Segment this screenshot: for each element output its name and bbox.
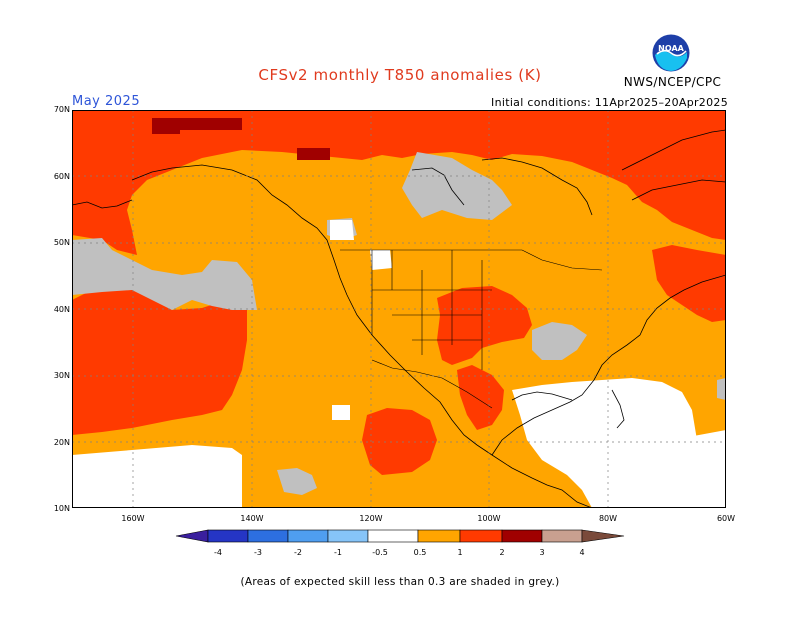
lat-label: 30N [53,371,70,380]
legend-tick: 2 [499,548,504,557]
lat-label: 40N [53,305,70,314]
legend-swatch [175,529,209,543]
skill-footnote: (Areas of expected skill less than 0.3 a… [240,576,560,588]
anomaly-regions-darkred [152,118,330,160]
legend-tick: 0.5 [414,548,427,557]
legend-tick: 4 [579,548,584,557]
coastlines [72,129,726,508]
map-title: CFSv2 monthly T850 anomalies (K) [258,66,542,84]
legend-swatch [247,529,289,543]
graticule [72,110,726,508]
legend-tick: -4 [214,548,222,557]
legend-swatch [417,529,461,543]
borders [340,249,603,409]
lon-label: 120W [359,514,383,523]
legend-tick: -1 [334,548,342,557]
legend-swatch [501,529,543,543]
lon-label: 100W [477,514,501,523]
legend-swatch [367,529,419,543]
lat-label: 60N [53,172,70,181]
agency-label: NWS/NCEP/CPC [623,75,722,89]
logo-text: NOAA [658,44,684,53]
lat-label: 70N [53,105,70,114]
lon-label: 60W [716,514,736,523]
forecast-month: May 2025 [72,94,141,109]
map-border [72,110,726,508]
legend-swatch [541,529,583,543]
legend-tick: 3 [539,548,544,557]
legend-swatch [581,529,625,543]
legend-swatch [287,529,329,543]
anomaly-regions-red [72,110,726,475]
lon-label: 140W [240,514,264,523]
legend-tick: 1 [457,548,462,557]
near-zero-regions [72,220,726,508]
initial-conditions: Initial conditions: 11Apr2025–20Apr2025 [491,96,728,109]
lon-label: 80W [598,514,618,523]
legend-tick: -3 [254,548,262,557]
lon-label: 160W [121,514,145,523]
legend-swatch [327,529,369,543]
legend-swatch [207,529,249,543]
color-legend: -4 -3 -2 -1 -0.5 0.5 1 2 3 4 [175,529,625,557]
lat-label: 10N [53,504,70,513]
noaa-logo: NOAA [652,34,690,72]
legend-tick: -2 [294,548,302,557]
lat-label: 20N [53,438,70,447]
legend-tick: -0.5 [372,548,388,557]
legend-swatch [459,529,503,543]
lat-label: 50N [53,238,70,247]
anomaly-map [72,110,726,508]
